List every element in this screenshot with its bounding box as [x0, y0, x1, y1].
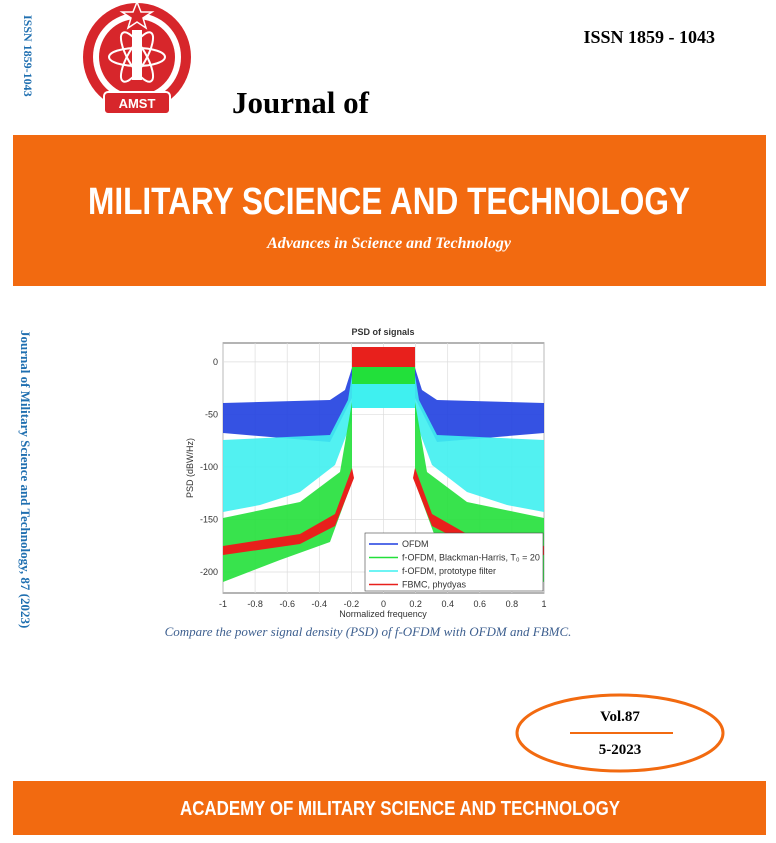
banner-title: MILITARY SCIENCE AND TECHNOLOGY	[88, 181, 690, 223]
y-tick-label: -200	[200, 567, 218, 577]
banner-subtitle: Advances in Science and Technology	[266, 235, 512, 252]
issn: ISSN 1859 - 1043	[583, 27, 715, 47]
x-tick-label: 0	[381, 599, 386, 609]
x-tick-label: 1	[541, 599, 546, 609]
x-tick-label: -0.6	[279, 599, 295, 609]
figure: OFDM f-OFDM, Blackman-Harris, T₀ = 20 f-OF…	[185, 325, 548, 621]
x-tick-label: 0.4	[441, 599, 454, 609]
logo: AMST	[83, 0, 191, 115]
spine-text: Journal of Military Science and Technolo…	[18, 330, 33, 628]
logo-text: AMST	[119, 96, 156, 111]
journal-of: Journal of	[232, 85, 370, 120]
banner	[13, 135, 766, 286]
x-tick-label: -0.2	[344, 599, 360, 609]
footer: ACADEMY OF MILITARY SCIENCE AND TECHNOLO…	[180, 798, 621, 820]
legend-label: FBMC, phydyas	[402, 580, 467, 590]
volume: Vol.87	[600, 709, 640, 725]
y-tick-label: -100	[200, 462, 218, 472]
legend-label: f-OFDM, prototype filter	[402, 566, 496, 576]
x-axis-label: Normalized frequency	[339, 609, 427, 619]
x-tick-label: 0.6	[474, 599, 487, 609]
x-tick-label: 0.8	[506, 599, 519, 609]
y-tick-label: -150	[200, 514, 218, 524]
issue-ellipse	[515, 693, 725, 773]
x-tick-label: -1	[219, 599, 227, 609]
legend-label: OFDM	[402, 539, 429, 549]
x-tick-label: -0.4	[312, 599, 328, 609]
x-tick-label: 0.2	[409, 599, 422, 609]
figure-title: PSD of signals	[351, 327, 414, 337]
spectra	[223, 347, 544, 582]
y-axis-label: PSD (dBW/Hz)	[185, 438, 195, 498]
issn-vertical: ISSN 1859-1043	[21, 15, 35, 97]
y-tick-label: 0	[213, 357, 218, 367]
legend	[364, 532, 544, 592]
y-tick-label: -50	[205, 409, 218, 419]
legend-label: f-OFDM, Blackman-Harris, T₀ = 20	[402, 553, 540, 563]
issue: 5-2023	[599, 742, 642, 758]
caption: Compare the power signal density (PSD) o…	[165, 624, 572, 639]
footer-band	[13, 781, 766, 835]
x-tick-label: -0.8	[247, 599, 263, 609]
